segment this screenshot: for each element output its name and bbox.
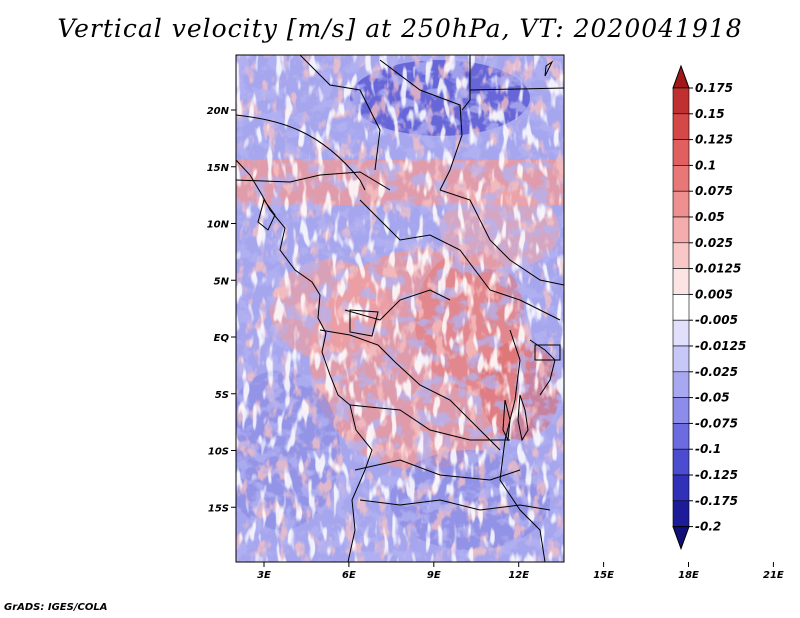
- map-title: Vertical velocity [m/s] at 250hPa, VT: 2…: [57, 14, 743, 43]
- colorbar-swatch: [672, 268, 690, 295]
- colorbar-label: 0.025: [695, 236, 733, 250]
- colorbar-swatch: [672, 190, 690, 218]
- colorbar-swatch: [672, 397, 690, 424]
- map-plot-area: [236, 55, 564, 562]
- colorbar-swatch: [672, 500, 690, 527]
- lat-tick-label: 15N: [207, 163, 230, 174]
- lon-tick-label: 15E: [593, 570, 614, 581]
- colorbar-label: 0.1: [695, 158, 716, 172]
- colorbar-label: -0.075: [695, 416, 738, 430]
- lon-tick-label: 18E: [678, 570, 699, 581]
- footer-credit: GrADS: IGES/COLA: [4, 602, 108, 613]
- lat-tick-label: EQ: [214, 333, 230, 344]
- colorbar-label: 0.005: [695, 287, 733, 301]
- colorbar-label: -0.0125: [695, 339, 746, 353]
- colorbar-top-arrow: [672, 64, 690, 89]
- colorbar-swatch: [672, 319, 690, 347]
- colorbar-label: 0.125: [695, 133, 733, 147]
- colorbar-label: -0.175: [695, 494, 738, 508]
- colorbar-label: -0.1: [695, 442, 721, 456]
- lon-tick-label: 6E: [342, 570, 356, 581]
- colorbar-bottom-arrow: [672, 526, 690, 551]
- map-frame: [235, 54, 565, 563]
- lat-tick-label: 5S: [215, 390, 229, 401]
- lon-tick-label: 21E: [763, 570, 784, 581]
- colorbar-label: -0.005: [695, 313, 738, 327]
- colorbar-swatch: [672, 371, 690, 398]
- lat-tick-label: 20N: [207, 106, 230, 117]
- colorbar-label: -0.025: [695, 365, 738, 379]
- colorbar-swatch: [672, 216, 690, 244]
- colorbar-swatch: [672, 474, 690, 502]
- colorbar-swatch: [672, 448, 690, 476]
- lon-tick-label: 9E: [427, 570, 441, 581]
- longitude-axis: 3E6E9E12E15E18E21E24E27E30E33E: [257, 562, 784, 581]
- colorbar-swatch: [672, 294, 690, 321]
- lat-tick-label: 10N: [207, 220, 230, 231]
- colorbar-swatch: [672, 87, 690, 115]
- colorbar-swatch: [672, 165, 690, 192]
- colorbar-label: 0.175: [695, 81, 733, 95]
- lat-tick-label: 15S: [208, 503, 229, 514]
- colorbar-label: 0.15: [695, 107, 725, 121]
- colorbar: 0.175 0.15 0.125 0.1 0.075 0.05 0.025 0.0125 0.0…: [672, 64, 746, 551]
- colorbar-label: 0.0125: [695, 262, 741, 276]
- lat-tick-label: 5N: [214, 276, 230, 287]
- latitude-axis: 20N 15N 10N 5N EQ 5S 10S 15S: [207, 106, 236, 514]
- colorbar-label: -0.2: [695, 520, 721, 534]
- colorbar-swatch: [672, 423, 690, 450]
- colorbar-swatch: [672, 345, 690, 373]
- lon-tick-label: 3E: [257, 570, 271, 581]
- colorbar-swatch: [672, 113, 690, 140]
- colorbar-label: -0.05: [695, 391, 730, 405]
- colorbar-label: -0.125: [695, 468, 738, 482]
- colorbar-swatch: [672, 139, 690, 166]
- lat-tick-label: 10S: [208, 447, 229, 458]
- colorbar-label: 0.075: [695, 184, 733, 198]
- lon-tick-label: 12E: [508, 570, 529, 581]
- colorbar-swatch: [672, 242, 690, 269]
- colorbar-label: 0.05: [695, 210, 725, 224]
